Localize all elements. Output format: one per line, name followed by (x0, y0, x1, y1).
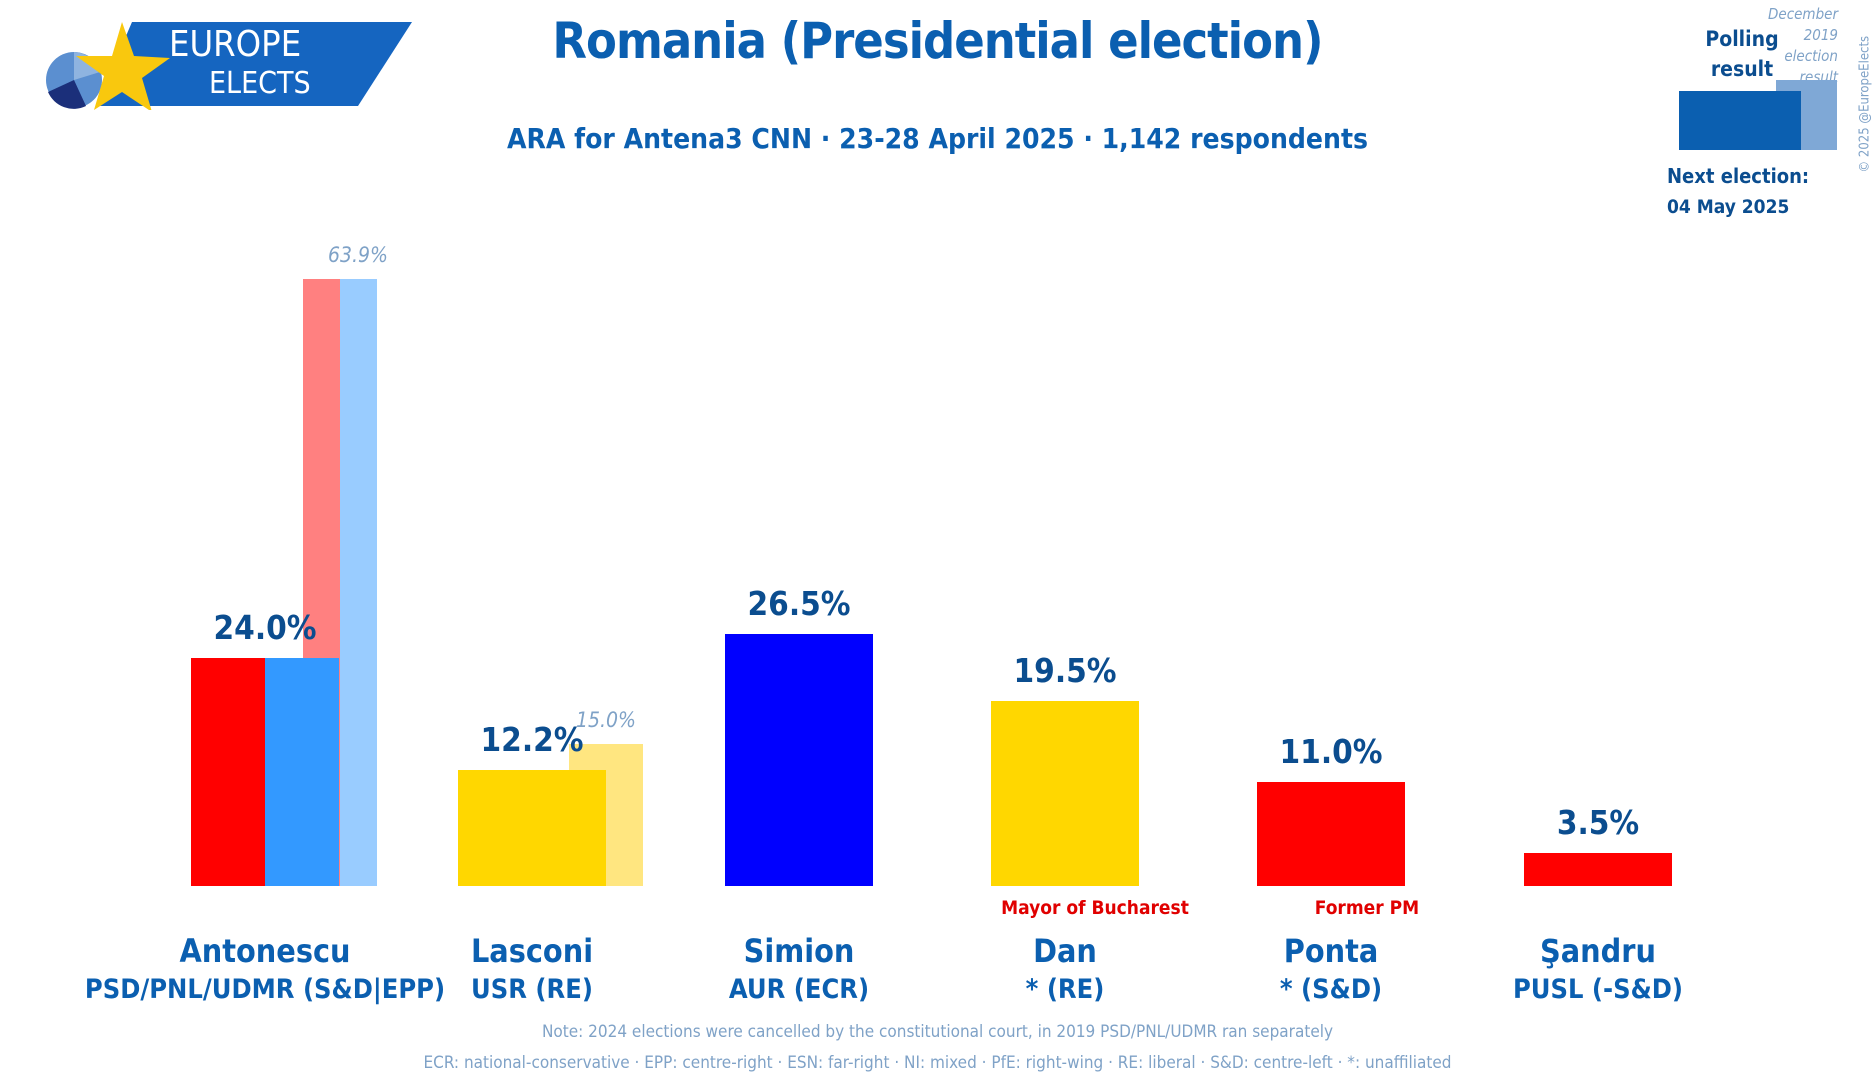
previous-value-label: 15.0% (575, 707, 636, 732)
candidate-party: * (S&D) (1279, 974, 1383, 1005)
logo-text-elects: ELECTS (209, 66, 311, 101)
candidate-note: Mayor of Bucharest (1001, 897, 1189, 919)
polling-bar (725, 634, 873, 886)
candidate-party: PUSL (-S&D) (1512, 974, 1684, 1005)
candidate-name: Şandru (1540, 932, 1656, 970)
polling-bar (1257, 781, 1405, 886)
polling-bar (991, 700, 1139, 886)
copyright: © 2025 @EuropeElects (1857, 35, 1873, 173)
next-election-date: 04 May 2025 (1667, 196, 1790, 218)
candidate-party: AUR (ECR) (728, 974, 870, 1005)
chart-title: Romania (Presidential election) (552, 12, 1323, 70)
next-election-label: Next election: (1667, 164, 1810, 188)
europe-elects-logo: EUROPE ELECTS (36, 18, 416, 112)
polling-bar (1524, 852, 1672, 886)
candidate-name: Lasconi (470, 932, 594, 970)
legend: December 2019 election result Polling re… (1640, 0, 1875, 240)
candidate-name: Antonescu (179, 932, 351, 970)
value-label: 12.2% (480, 720, 584, 760)
legend-polling-swatch (1679, 91, 1801, 150)
value-label: 26.5% (747, 584, 851, 624)
value-label: 11.0% (1279, 731, 1383, 771)
polling-bar (191, 658, 265, 886)
previous-value-label: 63.9% (327, 242, 388, 267)
value-label: 3.5% (1556, 802, 1640, 842)
legend-previous-label: December 2019 election result (1768, 5, 1838, 86)
logo-text-europe: EUROPE (169, 24, 302, 65)
footer-note: Note: 2024 elections were cancelled by t… (541, 1022, 1334, 1042)
previous-bar-segment (340, 278, 377, 886)
candidate-party: * (RE) (1025, 974, 1105, 1005)
footer-glossary: ECR: national-conservative · EPP: centre… (423, 1053, 1452, 1073)
candidate-name: Ponta (1283, 932, 1379, 970)
legend-polling-label: Polling result (1705, 27, 1779, 81)
value-label: 24.0% (213, 608, 317, 647)
candidate-party: USR (RE) (471, 974, 593, 1005)
polling-bar (265, 658, 339, 886)
logo-graphic (46, 22, 412, 112)
candidate-party: PSD/PNL/UDMR (S&D|EPP) (84, 974, 446, 1005)
candidate-note: Former PM (1314, 897, 1420, 919)
candidate-name: Dan (1033, 932, 1097, 970)
chart-subtitle: ARA for Antena3 CNN · 23-28 April 2025 ·… (507, 122, 1368, 155)
value-label: 19.5% (1013, 650, 1117, 690)
polling-bar (458, 770, 606, 886)
candidate-name: Simion (743, 932, 855, 970)
